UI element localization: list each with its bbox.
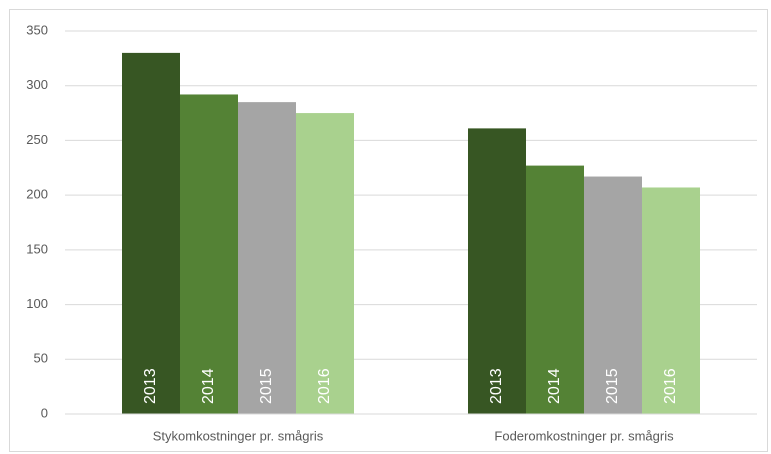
bar — [238, 102, 296, 414]
bar — [296, 113, 354, 415]
y-tick-label: 150 — [26, 241, 48, 256]
x-tick-label: Foderomkostninger pr. smågris — [494, 428, 674, 443]
y-tick-label: 0 — [41, 405, 48, 420]
bar — [642, 187, 700, 414]
y-tick-label: 300 — [26, 77, 48, 92]
y-tick-label: 350 — [26, 22, 48, 37]
bar-series-label: 2015 — [604, 368, 621, 404]
bar — [122, 52, 180, 415]
bar — [584, 176, 642, 414]
y-tick-label: 200 — [26, 187, 48, 202]
bar-series-label: 2016 — [662, 368, 679, 404]
x-tick-label: Stykomkostninger pr. smågris — [153, 428, 324, 443]
bar — [526, 165, 584, 414]
y-tick-label: 100 — [26, 296, 48, 311]
bar-series-label: 2014 — [200, 368, 217, 404]
y-tick-label: 50 — [34, 351, 48, 366]
bar — [468, 128, 526, 415]
y-tick-label: 250 — [26, 132, 48, 147]
bar-series-label: 2016 — [316, 368, 333, 404]
bar — [180, 94, 238, 415]
bar-series-label: 2015 — [258, 368, 275, 404]
bar-series-label: 2013 — [488, 368, 505, 404]
bar-series-label: 2013 — [142, 368, 159, 404]
bar-series-label: 2014 — [546, 368, 563, 404]
